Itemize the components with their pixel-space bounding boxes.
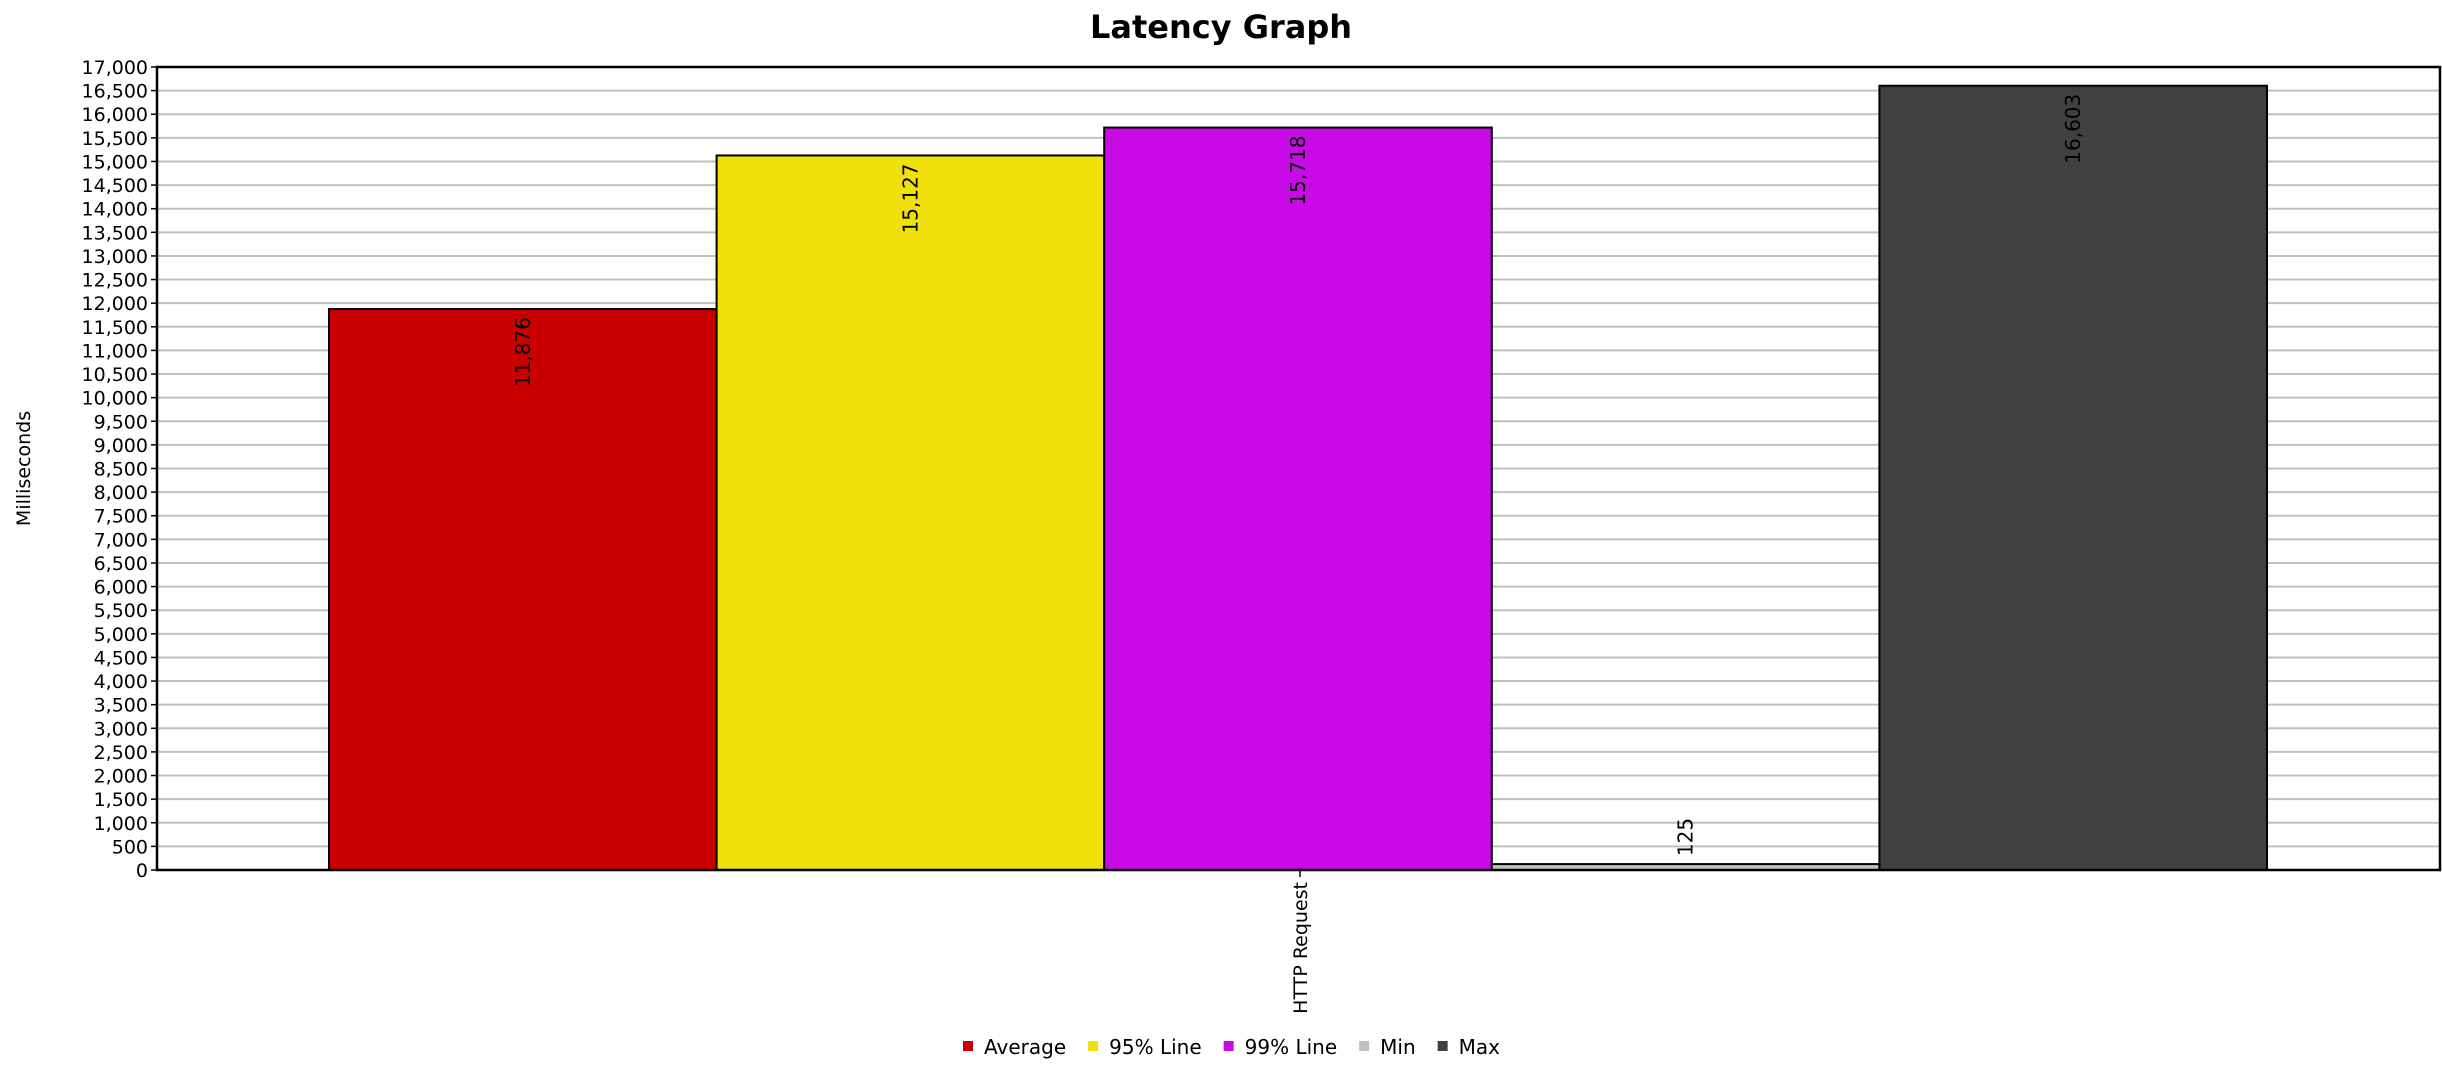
y-tick-label: 4,500: [94, 647, 148, 669]
bar-value-label: 11,876: [511, 317, 535, 387]
y-tick-label: 6,000: [94, 577, 148, 599]
legend-item: 99% Line: [1223, 1035, 1338, 1059]
y-tick-label: 10,000: [82, 388, 148, 410]
y-tick-label: 5,500: [94, 600, 148, 622]
y-tick-label: 7,000: [94, 529, 148, 551]
bar-average: [328, 308, 718, 872]
y-tick-label: 17,000: [82, 57, 148, 79]
y-tick-label: 3,000: [94, 718, 148, 740]
y-tick-label: 10,500: [82, 364, 148, 386]
legend-swatch: [1437, 1041, 1448, 1051]
bar-max: [1878, 84, 2269, 871]
bar-value-label: 15,718: [1286, 136, 1310, 206]
y-tick-label: 8,500: [94, 459, 148, 481]
legend-swatch: [963, 1041, 973, 1051]
y-axis-label: Milliseconds: [13, 411, 35, 526]
chart-title: Latency Graph: [1090, 8, 1352, 46]
y-tick-label: 14,000: [82, 199, 148, 221]
legend-label: Min: [1380, 1035, 1416, 1059]
bar-99-line: [1103, 126, 1493, 871]
y-tick-label: 15,500: [82, 128, 148, 150]
y-tick-label: 11,500: [82, 317, 148, 339]
bar-value-label: 15,127: [898, 163, 922, 233]
legend-label: 95% Line: [1109, 1035, 1202, 1059]
legend-label: 99% Line: [1245, 1035, 1338, 1059]
y-tick-label: 12,000: [82, 293, 148, 315]
y-tick-label: 13,500: [82, 222, 148, 244]
y-tick-label: 12,500: [82, 270, 148, 292]
legend-label: Average: [984, 1035, 1066, 1059]
bar-95-line: [715, 154, 1106, 872]
y-tick-label: 1,500: [94, 789, 148, 811]
x-axis-ticks: HTTP Request: [1290, 870, 1312, 1014]
legend: Average 95% Line 99% Line Min Max: [963, 1035, 1500, 1059]
y-tick-label: 3,500: [94, 695, 148, 717]
y-tick-label: 8,000: [94, 482, 148, 504]
bar-value-label: 16,603: [2061, 94, 2085, 164]
y-tick-label: 6,500: [94, 553, 148, 575]
data-labels: 11,876 15,127 15,718 125 16,603: [511, 94, 2085, 856]
y-axis-ticks: 05001,0001,5002,0002,5003,0003,5004,0004…: [82, 57, 157, 882]
legend-swatch: [1088, 1041, 1099, 1051]
y-tick-label: 16,500: [82, 81, 148, 103]
legend-item: Min: [1359, 1035, 1416, 1059]
legend-swatch: [1223, 1041, 1234, 1051]
x-tick-label: HTTP Request: [1290, 882, 1312, 1014]
y-tick-label: 7,500: [94, 506, 148, 528]
y-tick-label: 14,500: [82, 175, 148, 197]
legend-item: Average: [963, 1035, 1066, 1059]
y-tick-label: 5,000: [94, 624, 148, 646]
bars: [328, 84, 2269, 872]
legend-item: 95% Line: [1088, 1035, 1202, 1059]
legend-swatch: [1359, 1041, 1370, 1051]
y-tick-label: 16,000: [82, 104, 148, 126]
y-tick-label: 13,000: [82, 246, 148, 268]
y-tick-label: 4,000: [94, 671, 148, 693]
y-tick-label: 2,500: [94, 742, 148, 764]
y-tick-label: 9,500: [94, 411, 148, 433]
y-tick-label: 15,000: [82, 151, 148, 173]
bar-value-label: 125: [1674, 818, 1698, 856]
y-tick-label: 1,000: [94, 813, 148, 835]
legend-label: Max: [1459, 1035, 1501, 1059]
y-tick-label: 2,000: [94, 766, 148, 788]
legend-item: Max: [1437, 1035, 1501, 1059]
y-tick-label: 0: [136, 860, 148, 882]
y-tick-label: 11,000: [82, 340, 148, 362]
y-tick-label: 9,000: [94, 435, 148, 457]
y-tick-label: 500: [112, 836, 148, 858]
